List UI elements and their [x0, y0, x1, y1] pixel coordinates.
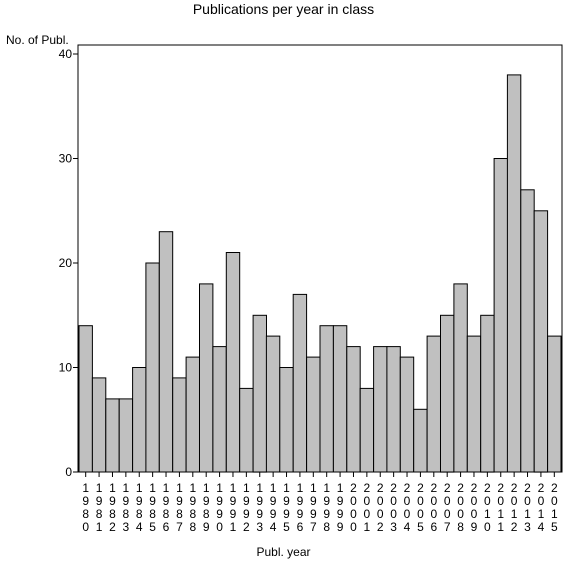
bar-1981: [91, 377, 107, 473]
bar-1986: [158, 231, 174, 473]
bar-2011: [493, 158, 508, 473]
bar-1980: [78, 325, 93, 473]
bar-1984: [132, 367, 147, 473]
bar-1988: [185, 356, 200, 473]
bar-1987: [172, 377, 187, 473]
bar-2010: [480, 314, 495, 473]
bar-1990: [212, 346, 227, 473]
bar-2015: [547, 335, 562, 473]
bar-1992: [239, 387, 254, 473]
bar-2005: [413, 408, 428, 473]
bar-1999: [332, 325, 348, 473]
bar-2001: [359, 387, 375, 473]
bar-1989: [199, 283, 214, 473]
chart-title: Publications per year in class: [192, 1, 375, 17]
y-tick-label-0: 0: [65, 465, 72, 479]
bar-2003: [386, 346, 401, 473]
x-axis-label: Publ. year: [256, 545, 311, 559]
bar-1996: [292, 293, 308, 473]
bar-2014: [533, 210, 549, 473]
plot-area-frame: [77, 44, 563, 473]
bar-1983: [118, 398, 134, 473]
bar-2000: [346, 346, 361, 473]
bar-1985: [145, 262, 160, 473]
bar-2008: [453, 283, 468, 473]
y-tick-label-10: 10: [59, 361, 73, 375]
bar-2006: [426, 335, 441, 473]
bar-1982: [105, 398, 120, 473]
y-axis-label: No. of Publ.: [6, 33, 69, 47]
y-tick-label-20: 20: [59, 256, 73, 270]
bar-1998: [319, 325, 334, 473]
y-tick-label-30: 30: [59, 152, 73, 166]
bar-1995: [279, 367, 294, 473]
bar-1994: [265, 335, 281, 473]
bar-2004: [399, 356, 415, 473]
bar-1991: [225, 252, 241, 473]
bar-2007: [440, 314, 455, 473]
bar-1997: [306, 356, 321, 473]
bar-2013: [520, 189, 535, 473]
bar-2002: [373, 346, 388, 473]
y-tick-label-40: 40: [59, 47, 73, 61]
bar-1993: [252, 314, 267, 473]
bar-2009: [466, 335, 482, 473]
bar-2012: [506, 74, 522, 473]
